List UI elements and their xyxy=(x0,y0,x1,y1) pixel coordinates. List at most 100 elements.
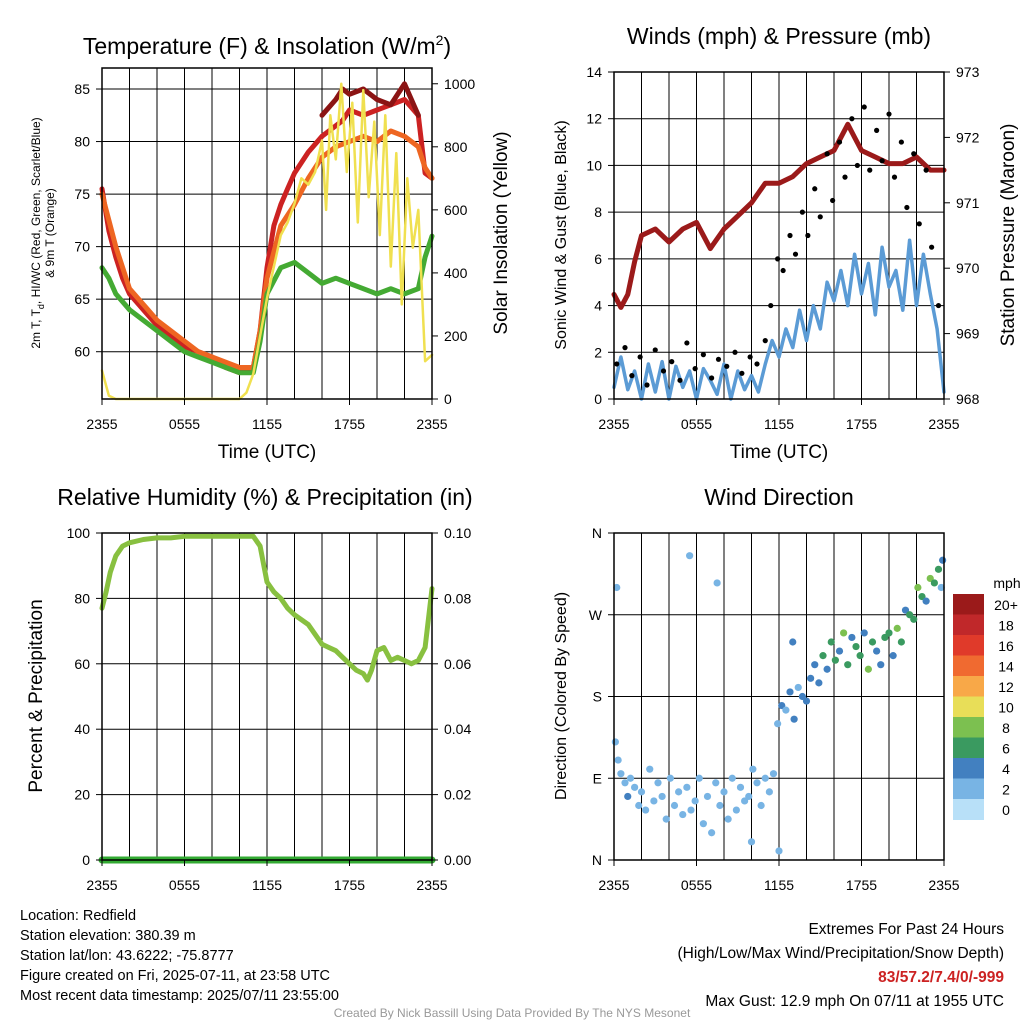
direction-point xyxy=(679,810,687,819)
direction-point xyxy=(626,774,635,782)
direction-point xyxy=(786,688,794,696)
legend-swatch xyxy=(953,799,984,820)
gust-point xyxy=(660,368,667,374)
direction-point xyxy=(864,665,872,673)
gust-point xyxy=(622,345,628,351)
x-tick-label: 2355 xyxy=(86,416,117,432)
winds-xlabel: Time (UTC) xyxy=(730,442,829,463)
direction-point xyxy=(848,633,856,642)
figure: Temperature (F) & Insolation (W/m2) 2355… xyxy=(26,23,1021,893)
direction-point xyxy=(873,647,881,655)
station-elevation: Station elevation: 380.39 m xyxy=(20,928,196,944)
legend-label: 18 xyxy=(998,618,1014,634)
x-tick-label: 2355 xyxy=(416,416,447,432)
y-tick-label: W xyxy=(589,607,603,623)
gust-point xyxy=(849,116,855,122)
gust-point xyxy=(629,373,635,379)
gust-point xyxy=(677,377,683,383)
temperature-panel: Temperature (F) & Insolation (W/m2) 2355… xyxy=(29,32,512,463)
gust-point xyxy=(911,151,917,157)
direction-point xyxy=(611,738,619,746)
direction-point xyxy=(835,647,844,655)
legend-label: 8 xyxy=(1002,720,1010,736)
gust-point xyxy=(747,354,753,360)
direction-panel: Wind Direction 2355 0555 1155 1755 2355 N E S W N… xyxy=(553,484,1021,893)
gust-point xyxy=(787,232,793,239)
y-tick-label: 65 xyxy=(74,291,90,307)
legend-title: mph xyxy=(993,575,1020,591)
direction-point xyxy=(686,552,694,560)
station-location: Location: Redfield xyxy=(20,908,137,924)
direction-point xyxy=(815,679,823,687)
x-tick-label: 1755 xyxy=(846,416,877,432)
direction-point xyxy=(691,797,699,805)
gust-point xyxy=(879,158,885,164)
legend-swatch xyxy=(953,614,984,636)
direction-point xyxy=(642,806,650,814)
extremes-title: Extremes For Past 24 Hours xyxy=(808,921,1004,938)
y2-tick-label: 0.00 xyxy=(444,852,471,868)
direction-point xyxy=(840,629,848,637)
gust-point xyxy=(739,370,745,376)
direction-point xyxy=(635,801,643,810)
direction-point xyxy=(749,765,757,773)
direction-point xyxy=(613,583,621,592)
x-tick-label: 1155 xyxy=(252,877,282,893)
direction-point xyxy=(823,665,831,673)
humidity-ylabel: Percent & Precipitation xyxy=(26,599,47,792)
gust-point xyxy=(762,338,768,344)
direction-point xyxy=(621,779,629,787)
direction-point xyxy=(695,774,703,782)
gust-point xyxy=(805,232,811,239)
legend-swatch xyxy=(953,655,984,677)
direction-point xyxy=(617,770,625,778)
y2-tick-label: 0.06 xyxy=(444,656,471,672)
gust-point xyxy=(904,204,910,211)
legend-label: 4 xyxy=(1002,761,1010,777)
direction-point xyxy=(860,629,868,637)
y2-tick-label: 200 xyxy=(444,328,468,344)
direction-point xyxy=(614,756,622,764)
direction-point xyxy=(939,556,947,564)
direction-point xyxy=(650,797,658,805)
direction-point xyxy=(790,715,798,723)
direction-point xyxy=(934,565,943,573)
x-tick-label: 1755 xyxy=(846,877,877,893)
y2-tick-label: 1000 xyxy=(444,76,475,92)
y2-tick-label: 971 xyxy=(956,195,980,211)
direction-point xyxy=(708,829,716,837)
direction-point xyxy=(675,788,683,796)
winds-ylabel: Sonic Wind & Gust (Blue, Black) xyxy=(553,120,570,349)
y2-tick-label: 0.10 xyxy=(444,525,471,541)
direction-point xyxy=(716,801,724,810)
gust-point xyxy=(874,127,880,133)
gust-point xyxy=(692,366,698,372)
direction-point xyxy=(699,820,707,828)
gust-point xyxy=(700,352,706,358)
y-tick-label: 6 xyxy=(594,251,602,267)
extremes-values: 83/57.2/7.4/0/-999 xyxy=(878,969,1004,986)
direction-point xyxy=(914,583,922,592)
y2-tick-label: 600 xyxy=(444,202,468,218)
figure-created: Figure created on Fri, 2025-07-11, at 23… xyxy=(20,968,331,984)
y-tick-label: N xyxy=(592,852,602,868)
gust-point xyxy=(817,214,823,220)
x-tick-label: 2355 xyxy=(416,877,447,893)
y-tick-label: 0 xyxy=(82,852,90,868)
y2-tick-label: 972 xyxy=(956,129,980,145)
direction-title: Wind Direction xyxy=(704,484,854,510)
direction-point xyxy=(658,792,666,801)
direction-point xyxy=(687,806,695,814)
legend-swatch xyxy=(953,717,984,738)
max-gust: Max Gust: 12.9 mph On 07/11 at 1955 UTC xyxy=(705,993,1004,1010)
legend-swatch xyxy=(953,737,984,759)
direction-point xyxy=(885,629,893,637)
direction-point xyxy=(637,788,646,796)
direction-point xyxy=(703,792,712,801)
humidity-title: Relative Humidity (%) & Precipitation (i… xyxy=(57,484,472,510)
x-tick-label: 0555 xyxy=(681,877,712,893)
gust-point xyxy=(780,267,786,274)
direction-point xyxy=(753,779,761,787)
legend-label: 10 xyxy=(998,700,1014,716)
direction-point xyxy=(631,783,639,791)
